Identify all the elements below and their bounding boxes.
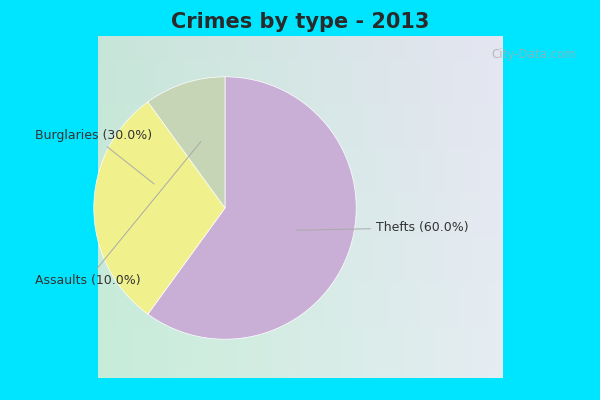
Text: City-Data.com: City-Data.com	[491, 48, 576, 61]
Wedge shape	[148, 77, 356, 339]
Text: Assaults (10.0%): Assaults (10.0%)	[35, 142, 201, 287]
Text: Crimes by type - 2013: Crimes by type - 2013	[171, 12, 429, 32]
Wedge shape	[94, 102, 225, 314]
Text: Burglaries (30.0%): Burglaries (30.0%)	[35, 129, 154, 184]
Text: Thefts (60.0%): Thefts (60.0%)	[296, 221, 469, 234]
Wedge shape	[148, 77, 225, 208]
